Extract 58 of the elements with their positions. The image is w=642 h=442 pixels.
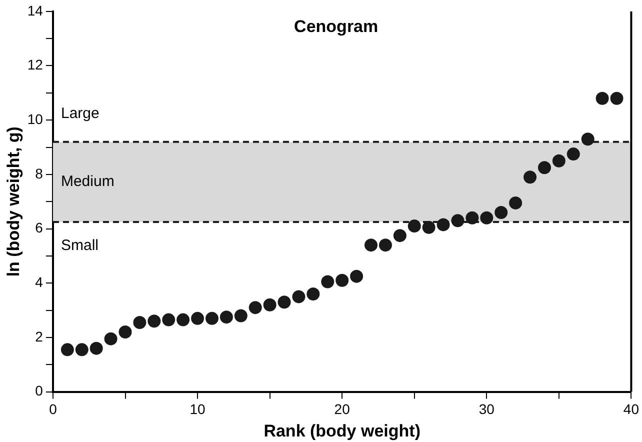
point — [494, 206, 508, 219]
y-tick-label: 0 — [35, 382, 44, 399]
point — [220, 310, 233, 324]
x-tick-label: 20 — [334, 401, 350, 418]
band-label: Medium — [60, 173, 114, 190]
point — [336, 274, 349, 287]
point — [191, 312, 204, 325]
point — [118, 326, 132, 339]
point — [364, 238, 378, 252]
x-tick-label: 30 — [478, 401, 495, 418]
point — [566, 148, 580, 161]
point — [552, 154, 566, 168]
y-tick-label: 2 — [35, 328, 44, 344]
point — [104, 332, 118, 346]
point — [90, 342, 103, 355]
y-tick-label: 8 — [35, 165, 44, 182]
y-tick-label: 6 — [35, 220, 44, 236]
y-tick-label: 14 — [27, 2, 44, 18]
x-tick-label: 10 — [190, 401, 206, 418]
point — [596, 92, 609, 105]
y-axis-title: ln (body weight, g) — [4, 126, 23, 277]
point — [524, 170, 537, 184]
point — [133, 316, 146, 330]
point — [436, 218, 450, 232]
y-tick-label: 10 — [27, 110, 44, 127]
point — [610, 92, 624, 105]
point — [176, 313, 190, 326]
y-tick-label: 4 — [35, 274, 44, 290]
point — [378, 238, 392, 252]
annotation: Small — [60, 237, 98, 254]
x-axis-title: Rank (body weight) — [264, 421, 420, 440]
point — [306, 287, 320, 300]
point — [538, 161, 551, 174]
point — [480, 211, 494, 224]
y-tick-label: 12 — [27, 56, 44, 73]
annotation: Large — [60, 104, 100, 122]
point — [248, 301, 262, 314]
point — [60, 343, 74, 356]
point — [408, 220, 421, 233]
x-tick-label: 40 — [623, 401, 640, 418]
point — [581, 132, 594, 146]
point — [292, 290, 306, 304]
point — [263, 298, 276, 312]
point — [321, 275, 334, 288]
point — [393, 229, 406, 242]
point — [234, 309, 248, 322]
point — [278, 296, 291, 309]
point — [205, 312, 218, 325]
point — [350, 270, 364, 283]
point — [466, 211, 479, 224]
point — [75, 343, 88, 356]
point — [422, 220, 436, 234]
point — [162, 313, 176, 326]
point — [148, 314, 161, 328]
point — [509, 196, 522, 210]
x-tick-label: 0 — [49, 401, 58, 418]
chart-title: Cenogram — [294, 17, 378, 36]
point — [451, 214, 464, 228]
